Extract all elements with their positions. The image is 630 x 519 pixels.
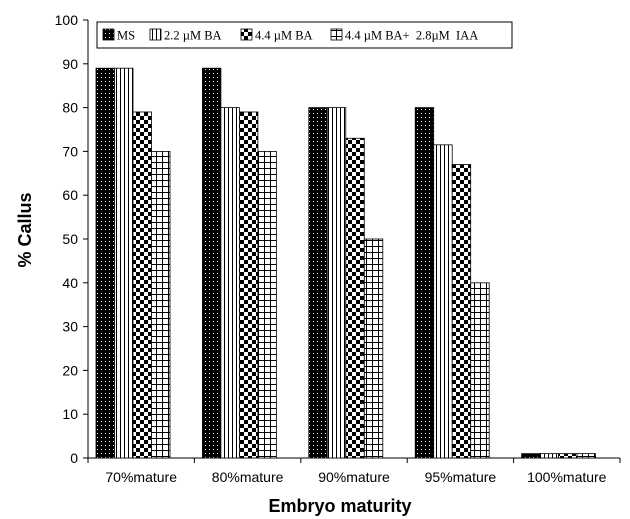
y-tick-label: 90	[62, 56, 78, 72]
x-axis: 70%mature 80%mature 90%mature 95%mature 100%…	[87, 457, 621, 485]
legend-label-3: 4.4 µM BA+ 2.8µM IAA	[345, 29, 478, 43]
y-tick-label: 70	[62, 143, 78, 159]
bar-series-1-100pctmature	[539, 453, 559, 459]
y-tick-label: 10	[62, 406, 78, 422]
bar-series-3-70pctmature	[151, 150, 171, 459]
y-tick-label: 100	[55, 12, 79, 28]
bar-series-2-95pctmature	[451, 164, 472, 459]
bar-series-0-70pctmature	[95, 67, 115, 459]
legend-swatch-3	[330, 28, 343, 41]
bar-series-3-95pctmature	[470, 282, 490, 459]
bar-series-1-95pctmature	[433, 144, 453, 459]
x-tick-label: 95%mature	[425, 469, 497, 485]
y-tick-label: 80	[62, 100, 78, 116]
bar-series-1-80pctmature	[220, 107, 240, 459]
y-tick-label: 20	[62, 362, 78, 378]
legend-label-0: MS	[117, 29, 135, 43]
bar-series-3-100pctmature	[576, 453, 596, 459]
bar-series-0-95pctmature	[414, 107, 435, 459]
legend-box	[96, 21, 513, 49]
x-tick-label: 80%mature	[212, 469, 284, 485]
bar-series-2-90pctmature	[345, 137, 365, 459]
y-tick-label: 30	[62, 319, 78, 335]
x-tick-label: 70%mature	[105, 469, 177, 485]
y-tick-label: 60	[62, 187, 78, 203]
bar-series-0-90pctmature	[308, 107, 328, 459]
bars	[95, 67, 596, 459]
bar-series-3-80pctmature	[257, 150, 277, 459]
x-tick-label: 90%mature	[318, 469, 390, 485]
y-axis: 0 10 20 30 40 50 60 70 80 90 100	[55, 12, 89, 466]
bar-series-0-100pctmature	[521, 453, 541, 459]
legend-label-2: 4.4 µM BA	[255, 29, 313, 43]
legend-swatch-1	[149, 28, 162, 41]
legend-swatch-0	[102, 28, 115, 41]
bar-series-3-90pctmature	[363, 238, 384, 459]
y-tick-label: 50	[62, 231, 78, 247]
bar-series-1-90pctmature	[326, 107, 347, 459]
x-axis-title: Embryo maturity	[268, 496, 411, 516]
legend: MS 2.2 µM BA 4.4 µM BA 4.4 µM BA+ 2.8µM IAA	[96, 21, 513, 49]
bar-series-2-80pctmature	[238, 111, 259, 459]
y-axis-title: % Callus	[15, 192, 35, 267]
legend-label-1: 2.2 µM BA	[164, 29, 222, 43]
bar-series-2-70pctmature	[132, 111, 152, 459]
y-tick-label: 0	[70, 450, 78, 466]
bar-series-2-100pctmature	[558, 453, 578, 459]
y-tick-label: 40	[62, 275, 78, 291]
bar-series-0-80pctmature	[201, 67, 222, 459]
x-tick-label: 100%mature	[527, 469, 607, 485]
bar-series-1-70pctmature	[114, 67, 134, 459]
legend-swatch-2	[240, 28, 253, 41]
